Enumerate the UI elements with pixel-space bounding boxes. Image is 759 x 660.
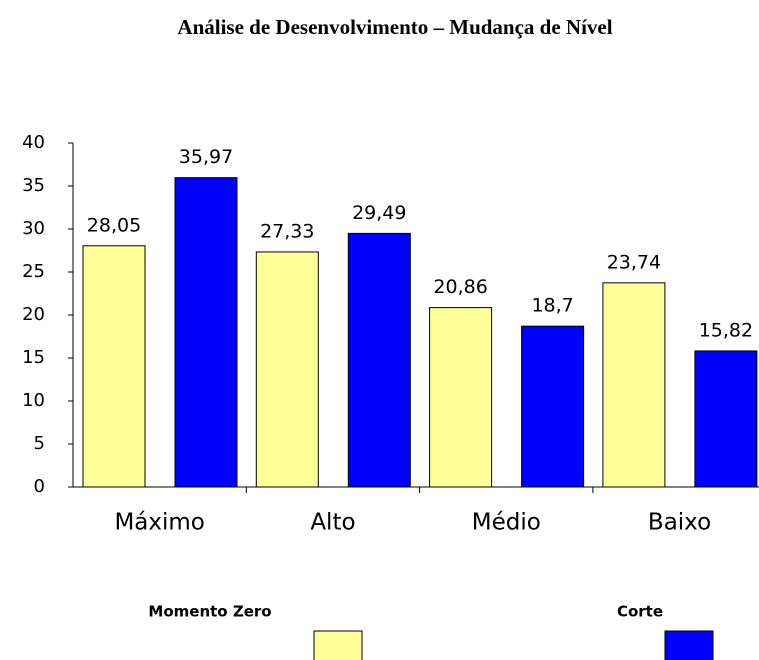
x-tick-label: Alto — [310, 510, 355, 536]
data-label: 28,05 — [87, 214, 141, 236]
x-tick-label: Máximo — [114, 510, 204, 536]
bar — [521, 325, 585, 488]
y-tick-label: 15 — [22, 347, 45, 368]
y-tick-label: 35 — [22, 175, 45, 196]
bar — [694, 350, 758, 488]
bar — [255, 251, 319, 488]
x-tick-label: Baixo — [648, 510, 711, 536]
data-label: 18,7 — [531, 295, 573, 317]
y-tick-label: 10 — [22, 390, 45, 411]
bar — [347, 232, 411, 488]
y-tick-label: 30 — [22, 218, 45, 239]
legend-label: Corte — [617, 603, 663, 621]
chart-title: Análise de Desenvolvimento – Mudança de … — [177, 15, 612, 39]
bar — [602, 282, 666, 488]
data-label: 15,82 — [699, 319, 753, 341]
bar — [82, 245, 146, 488]
y-tick-label: 40 — [22, 132, 45, 153]
bar — [174, 177, 238, 488]
y-tick-label: 20 — [22, 304, 45, 325]
y-tick-label: 5 — [34, 433, 45, 454]
y-tick-label: 25 — [22, 261, 45, 282]
data-label: 29,49 — [352, 202, 406, 224]
data-label: 20,86 — [433, 276, 487, 298]
data-label: 27,33 — [260, 220, 314, 242]
legend-swatch — [313, 630, 363, 660]
data-label: 35,97 — [179, 146, 233, 168]
x-tick-label: Médio — [472, 510, 541, 536]
y-tick-label: 0 — [34, 476, 45, 497]
data-label: 23,74 — [607, 251, 661, 273]
bar — [429, 307, 493, 488]
legend-swatch — [664, 630, 714, 660]
legend-label: Momento Zero — [148, 603, 271, 621]
